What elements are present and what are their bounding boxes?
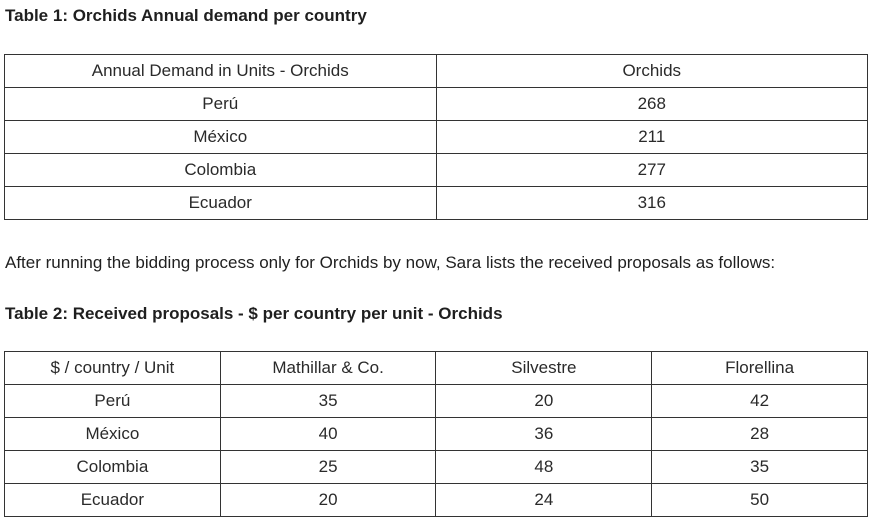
value-cell: 35: [651, 450, 868, 484]
country-cell: Perú: [4, 87, 437, 121]
table-header-row: $ / country / Unit Mathillar & Co. Silve…: [4, 351, 868, 385]
table-row: México 211: [4, 120, 868, 154]
header-cell: Mathillar & Co.: [219, 351, 437, 385]
value-cell: 20: [435, 384, 653, 418]
table-header-row: Annual Demand in Units - Orchids Orchids: [4, 54, 868, 88]
country-cell: México: [4, 417, 221, 451]
country-cell: Colombia: [4, 450, 221, 484]
value-cell: 42: [651, 384, 868, 418]
value-cell: 316: [435, 186, 868, 220]
proposals-table: $ / country / Unit Mathillar & Co. Silve…: [4, 351, 868, 517]
description-paragraph: After running the bidding process only f…: [5, 253, 776, 272]
table-row: Perú 35 20 42: [4, 384, 868, 418]
table-row: México 40 36 28: [4, 417, 868, 451]
country-cell: Perú: [4, 384, 221, 418]
value-cell: 35: [219, 384, 437, 418]
value-cell: 36: [435, 417, 653, 451]
value-cell: 28: [651, 417, 868, 451]
table-row: Perú 268: [4, 87, 868, 121]
value-cell: 50: [651, 483, 868, 517]
country-cell: Colombia: [4, 153, 437, 187]
value-cell: 277: [435, 153, 868, 187]
value-cell: 40: [219, 417, 437, 451]
country-cell: México: [4, 120, 437, 154]
value-cell: 25: [219, 450, 437, 484]
table-row: Ecuador 316: [4, 186, 868, 220]
table-2-title: Table 2: Received proposals - $ per coun…: [5, 304, 503, 323]
country-cell: Ecuador: [4, 186, 437, 220]
table-row: Colombia 25 48 35: [4, 450, 868, 484]
value-cell: 20: [219, 483, 437, 517]
header-cell: Silvestre: [435, 351, 653, 385]
value-cell: 268: [435, 87, 868, 121]
country-cell: Ecuador: [4, 483, 221, 517]
value-cell: 48: [435, 450, 653, 484]
value-cell: 211: [435, 120, 868, 154]
header-cell: Florellina: [651, 351, 868, 385]
header-cell: $ / country / Unit: [4, 351, 221, 385]
demand-table: Annual Demand in Units - Orchids Orchids…: [4, 54, 868, 220]
table-row: Ecuador 20 24 50: [4, 483, 868, 517]
table-1-title: Table 1: Orchids Annual demand per count…: [5, 6, 367, 25]
header-cell: Annual Demand in Units - Orchids: [4, 54, 437, 88]
header-cell: Orchids: [435, 54, 868, 88]
table-row: Colombia 277: [4, 153, 868, 187]
value-cell: 24: [435, 483, 653, 517]
